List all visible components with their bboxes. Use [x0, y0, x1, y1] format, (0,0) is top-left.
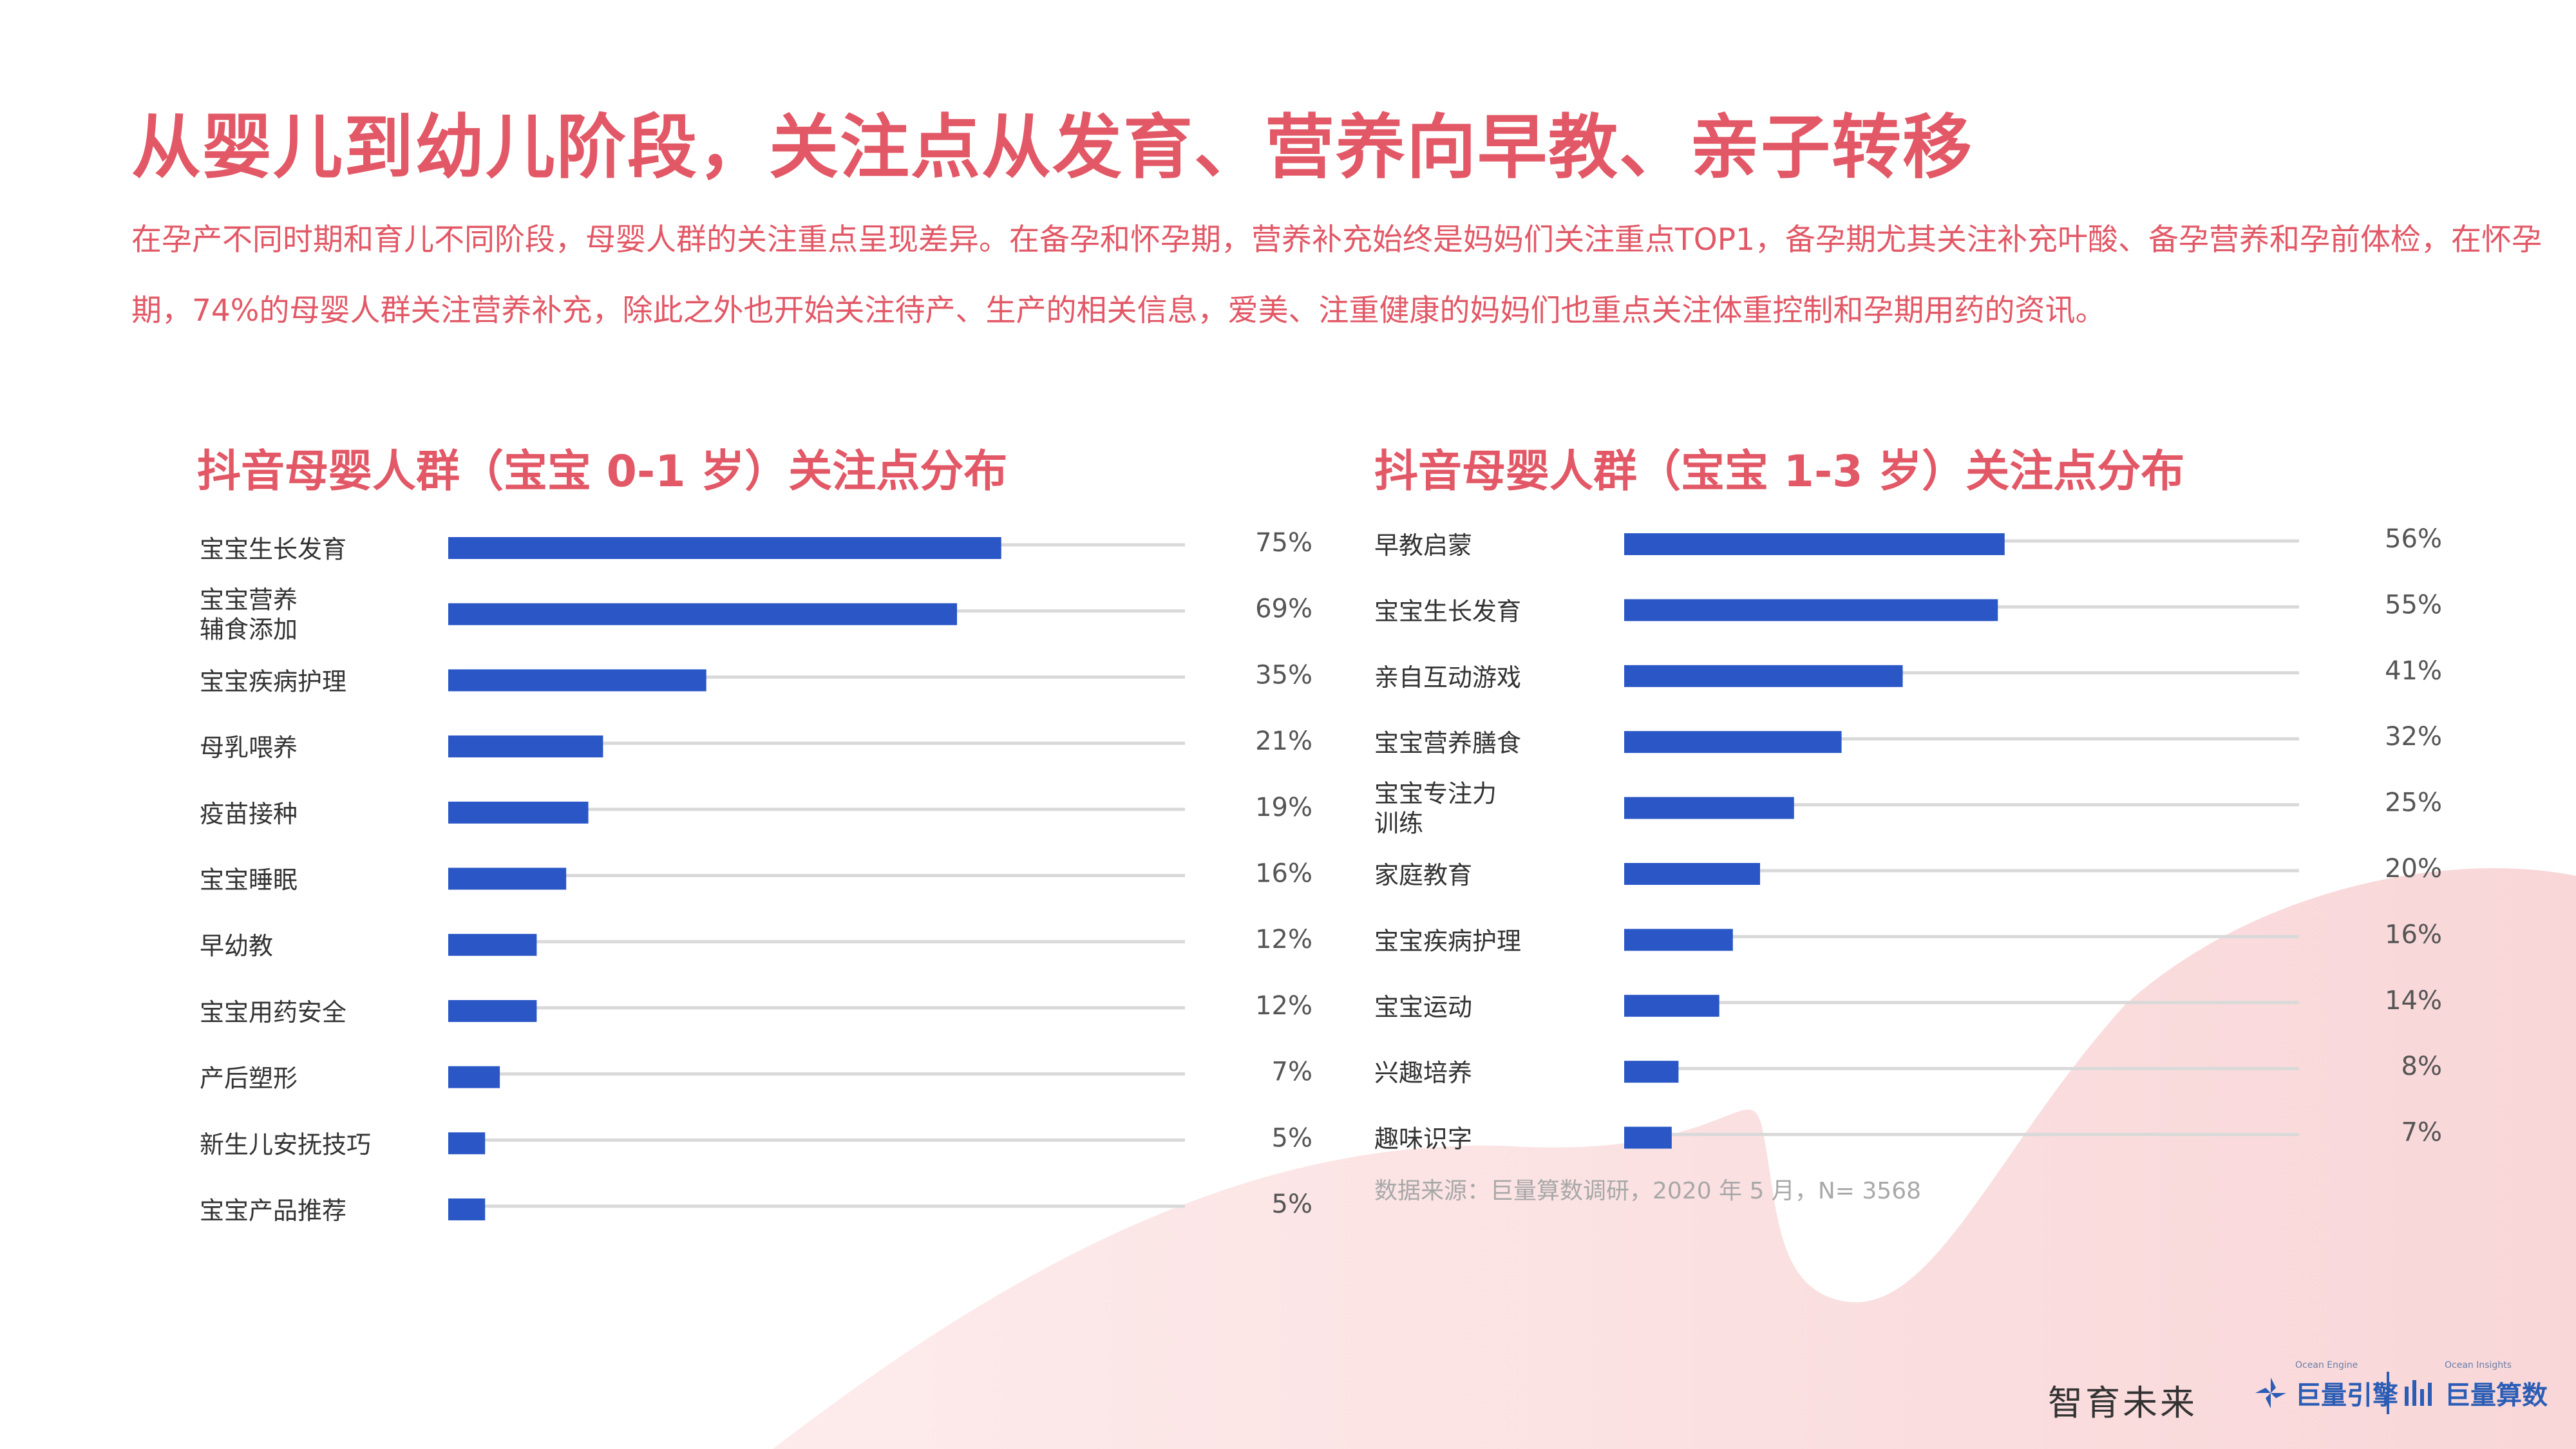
value-label: 7%	[1272, 1057, 1312, 1087]
bar-2-3	[1624, 665, 1903, 687]
category-label: 家庭教育	[1374, 861, 1472, 889]
bar-2-9	[1624, 1061, 1679, 1083]
bar-1-11	[448, 1198, 486, 1220]
category-label: 早幼教	[200, 932, 273, 960]
value-label: 12%	[1255, 991, 1312, 1021]
bar-2-7	[1624, 929, 1733, 951]
category-label: 宝宝生长发育	[200, 535, 346, 564]
ocean-engine-logo: Ocean Engine 巨量引擎	[2253, 1360, 2398, 1416]
category-label: 母乳喂养	[200, 734, 298, 762]
category-label: 宝宝营养膳食	[1374, 729, 1521, 757]
category-label: 趣味识字	[1374, 1125, 1472, 1153]
value-label: 12%	[1255, 925, 1312, 954]
ocean-insights-name: 巨量算数	[2445, 1381, 2548, 1410]
ocean-insights-icon	[2405, 1380, 2432, 1406]
ocean-engine-icon	[2255, 1378, 2286, 1408]
value-label: 5%	[1272, 1123, 1312, 1153]
category-label: 宝宝专注力训练	[1374, 780, 1497, 838]
category-label: 宝宝疾病护理	[1374, 927, 1521, 955]
category-label: 宝宝运动	[1374, 993, 1472, 1021]
value-label: 14%	[2385, 986, 2442, 1016]
ocean-insights-en: Ocean Insights	[2445, 1360, 2512, 1370]
logo-divider	[2387, 1372, 2389, 1414]
bar-2-5	[1624, 797, 1794, 819]
bar-2-1	[1624, 533, 2005, 555]
data-source-note: 数据来源：巨量算数调研，2020 年 5 月，N= 3568	[1374, 1178, 1922, 1204]
category-label: 宝宝用药安全	[200, 998, 346, 1027]
ocean-engine-en: Ocean Engine	[2295, 1360, 2358, 1370]
value-label: 7%	[2401, 1118, 2442, 1148]
value-label: 32%	[2385, 722, 2442, 752]
category-label: 宝宝疾病护理	[200, 667, 346, 696]
value-label: 19%	[1255, 793, 1312, 822]
value-label: 41%	[2385, 656, 2442, 686]
bar-2-2	[1624, 599, 1998, 621]
bar-1-6	[448, 867, 567, 890]
value-label: 25%	[2385, 788, 2442, 818]
category-label: 宝宝睡眠	[200, 866, 298, 895]
value-label: 5%	[1272, 1189, 1312, 1219]
ocean-insights-logo: Ocean Insights 巨量算数	[2402, 1360, 2548, 1416]
value-label: 8%	[2401, 1052, 2442, 1081]
bar-1-1	[448, 537, 1001, 559]
value-label: 75%	[1255, 528, 1312, 558]
value-label: 55%	[2385, 590, 2442, 620]
category-label: 早教启蒙	[1374, 531, 1472, 560]
bar-2-4	[1624, 731, 1842, 753]
footer-slogan: 智育未来	[2048, 1383, 2197, 1423]
value-label: 16%	[2385, 920, 2442, 949]
category-label: 新生儿安抚技巧	[200, 1130, 371, 1159]
bar-1-7	[448, 934, 537, 956]
bar-1-8	[448, 999, 537, 1022]
bar-1-4	[448, 735, 603, 758]
bar-1-9	[448, 1066, 500, 1088]
value-label: 69%	[1255, 594, 1312, 624]
ocean-engine-name: 巨量引擎	[2295, 1381, 2398, 1410]
category-label: 疫苗接种	[200, 800, 298, 828]
category-label: 宝宝营养辅食添加	[200, 586, 298, 644]
bar-1-5	[448, 801, 589, 824]
category-label: 亲自互动游戏	[1374, 663, 1521, 692]
bar-1-3	[448, 669, 706, 692]
chart-title-1-3: 抖音母婴人群（宝宝 1-3 岁）关注点分布	[1374, 446, 2185, 497]
value-label: 16%	[1255, 859, 1312, 889]
value-label: 56%	[2385, 524, 2442, 554]
value-label: 21%	[1255, 726, 1312, 756]
bar-2-10	[1624, 1126, 1672, 1149]
bar-1-2	[448, 603, 958, 625]
category-label: 兴趣培养	[1374, 1059, 1472, 1087]
intro-paragraph: 在孕产不同时期和育儿不同阶段，母婴人群的关注重点呈现差异。在备孕和怀孕期，营养补…	[131, 222, 2542, 328]
category-label: 宝宝生长发育	[1374, 597, 1521, 625]
bar-1-10	[448, 1132, 486, 1155]
bar-2-8	[1624, 994, 1719, 1017]
page-title: 从婴儿到幼儿阶段，关注点从发育、营养向早教、亲子转移	[131, 108, 1974, 188]
category-label: 产后塑形	[200, 1065, 298, 1093]
chart-title-0-1: 抖音母婴人群（宝宝 0-1 岁）关注点分布	[197, 446, 1008, 497]
value-label: 35%	[1255, 660, 1312, 690]
category-label: 宝宝产品推荐	[200, 1197, 346, 1225]
bar-2-6	[1624, 863, 1760, 885]
value-label: 20%	[2385, 854, 2442, 884]
